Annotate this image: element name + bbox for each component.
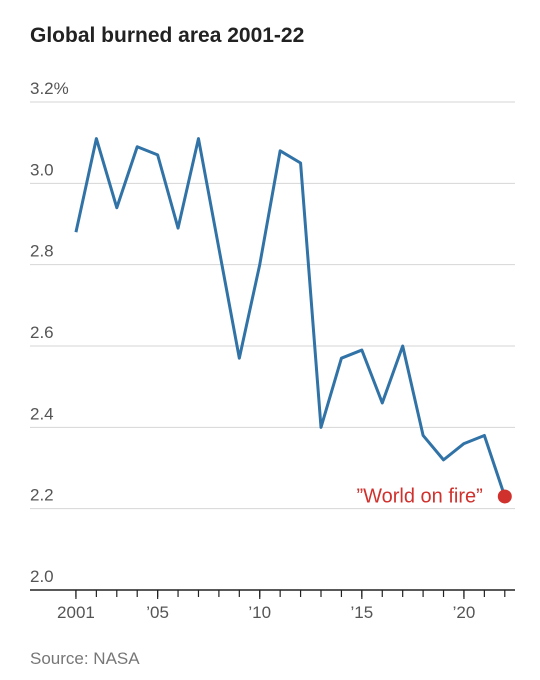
y-tick-label: 2.4 — [30, 404, 54, 423]
annotation: ”World on fire” — [356, 485, 482, 507]
chart-title: Global burned area 2001-22 — [30, 24, 304, 47]
x-tick-label: ’20 — [453, 603, 476, 622]
data-line — [74, 137, 507, 497]
y-tick-label: 3.2% — [30, 79, 69, 98]
x-tick-label: ’15 — [350, 603, 373, 622]
x-tick-label: ’10 — [248, 603, 271, 622]
y-tick-label: 2.0 — [30, 567, 54, 586]
x-tick-label: ’05 — [146, 603, 169, 622]
source: Source: NASA — [30, 649, 140, 668]
highlight-point — [497, 489, 512, 504]
y-tick-label: 2.2 — [30, 486, 54, 505]
x-tick-label: 2001 — [57, 603, 95, 622]
y-tick-label: 3.0 — [30, 160, 54, 179]
y-tick-label: 2.6 — [30, 323, 54, 342]
y-tick-label: 2.8 — [30, 242, 54, 261]
